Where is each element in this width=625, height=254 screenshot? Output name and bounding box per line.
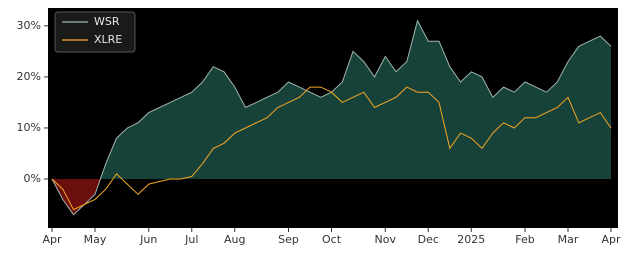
legend-label: XLRE	[94, 33, 122, 46]
x-tick-label: Jul	[184, 233, 198, 246]
x-tick-label: Apr	[42, 233, 62, 246]
line	[51, 86, 612, 211]
x-tick-label: Apr	[601, 233, 621, 246]
y-tick-label: 20%	[17, 70, 41, 83]
x-tick-label: Feb	[515, 233, 534, 246]
y-tick-label: 30%	[17, 19, 41, 32]
x-tick-label: May	[84, 233, 107, 246]
x-tick-label: Nov	[375, 233, 397, 246]
x-tick-label: Dec	[418, 233, 439, 246]
x-tick-label: Sep	[278, 233, 299, 246]
x-tick-label: 2025	[457, 233, 485, 246]
x-tick-label: Aug	[224, 233, 245, 246]
y-tick-label: 10%	[17, 121, 41, 134]
x-tick-label: Oct	[322, 233, 342, 246]
x-tick-label: Mar	[558, 233, 579, 246]
x-tick-label: Jun	[139, 233, 157, 246]
legend-label: WSR	[94, 15, 120, 28]
y-tick-label: 0%	[24, 172, 41, 185]
